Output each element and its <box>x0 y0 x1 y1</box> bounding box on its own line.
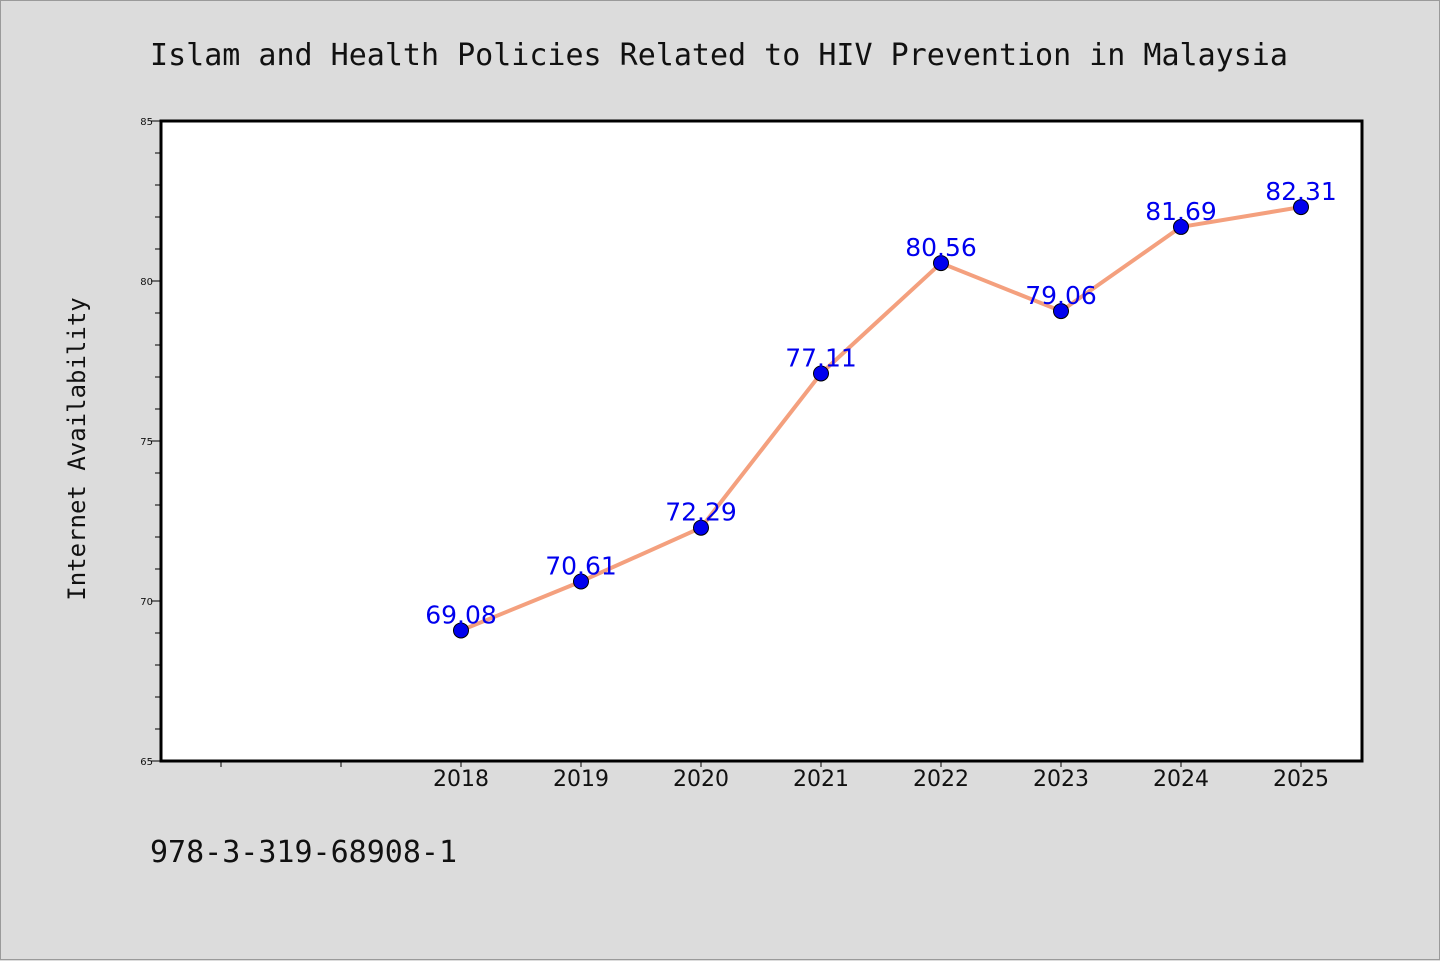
x-tick-label: 2018 <box>433 767 489 792</box>
y-tick-label: 65 <box>140 757 153 768</box>
data-label: 70.61 <box>545 551 617 580</box>
data-point <box>813 365 829 382</box>
data-label: 82.31 <box>1265 177 1337 206</box>
x-tick-label: 2023 <box>1033 767 1089 792</box>
y-tick-label: 70 <box>140 597 153 608</box>
series-line <box>459 205 1303 633</box>
y-axis-label: Internet Availability <box>63 297 91 600</box>
data-point <box>453 622 469 639</box>
footer-code: 978-3-319-68908-1 <box>150 835 458 870</box>
data-label: 81.69 <box>1145 197 1217 226</box>
x-tick-label: 2019 <box>553 767 609 792</box>
x-tick-label: 2025 <box>1273 767 1329 792</box>
y-tick-label: 85 <box>140 117 153 128</box>
data-label: 69.08 <box>425 600 497 629</box>
data-point <box>1173 218 1189 235</box>
y-axis: 65 70 75 80 85 <box>140 117 161 768</box>
data-label: 79.06 <box>1025 281 1097 310</box>
x-axis: 2018 2019 2020 2021 2022 2023 2024 2025 <box>220 761 1329 792</box>
data-point <box>933 255 949 272</box>
data-point <box>573 573 589 590</box>
y-tick-label: 75 <box>140 437 153 448</box>
x-tick-label: 2020 <box>673 767 729 792</box>
chart-title: Islam and Health Policies Related to HIV… <box>150 38 1288 73</box>
data-point <box>1293 199 1309 216</box>
x-tick-label: 2021 <box>793 767 849 792</box>
y-tick-label: 80 <box>140 277 153 288</box>
x-tick-label: 2024 <box>1153 767 1209 792</box>
data-point <box>1053 303 1069 320</box>
data-label: 80.56 <box>905 233 977 262</box>
plot-area <box>159 119 1364 763</box>
x-tick-label: 2022 <box>913 767 969 792</box>
data-label: 72.29 <box>665 498 737 527</box>
data-label: 77.11 <box>785 343 857 372</box>
data-point <box>693 519 709 536</box>
series: 69.08 70.61 72.29 77.11 80.56 79.06 81.69 82.31 <box>425 177 1337 639</box>
